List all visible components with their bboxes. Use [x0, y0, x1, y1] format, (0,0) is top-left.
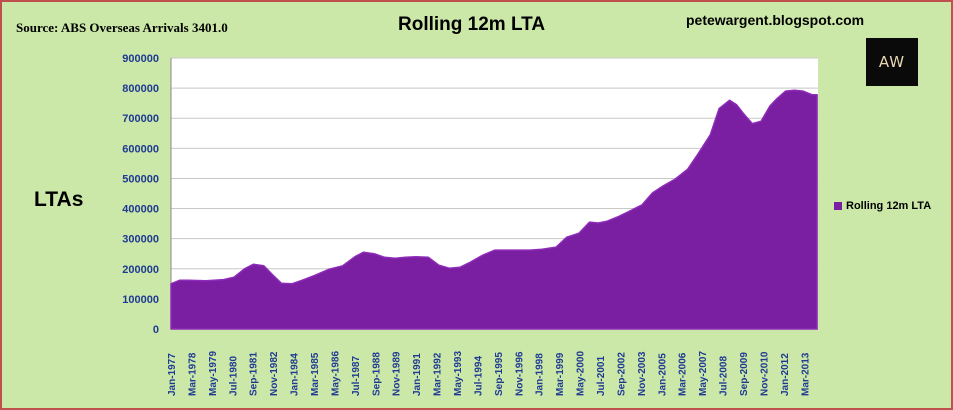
y-tick-label: 0	[153, 324, 159, 336]
chart-title: Rolling 12m LTA	[398, 14, 546, 35]
x-tick-label: Sep-2009	[739, 352, 750, 396]
y-tick-labels: 0 100000 200000 300000 400000 500000 600000 700…	[122, 53, 159, 336]
x-tick-label: Jul-2001	[596, 356, 607, 396]
x-tick-label: Jul-1994	[473, 356, 484, 396]
x-tick-label: Jul-2008	[719, 356, 730, 396]
series-layer	[170, 89, 818, 330]
x-tick-label: Nov-1996	[514, 351, 525, 396]
x-tick-label: May-2000	[576, 351, 587, 396]
x-tick-label: Jan-1984	[290, 353, 301, 396]
x-tick-labels: Jan-1977 Mar-1978 May-1979 Jul-1980 Sep-1981…	[167, 351, 811, 396]
x-tick-label: Sep-1988	[371, 352, 382, 396]
x-tick-label: Mar-1985	[310, 352, 321, 396]
legend: Rolling 12m LTA	[834, 200, 931, 212]
aw-logo: AW	[866, 38, 918, 86]
x-tick-label: Nov-2003	[637, 351, 648, 396]
x-tick-label: Mar-1999	[555, 352, 566, 396]
legend-swatch	[834, 202, 842, 210]
x-tick-label: Nov-2010	[759, 351, 770, 396]
y-tick-label: 400000	[122, 204, 159, 216]
x-tick-label: Mar-1992	[433, 352, 444, 396]
x-tick-label: Sep-1981	[249, 352, 260, 396]
x-tick-label: May-1986	[330, 351, 341, 396]
x-tick-label: Jul-1980	[228, 356, 239, 396]
x-tick-label: May-1979	[208, 351, 219, 396]
blog-url: petewargent.blogspot.com	[686, 12, 865, 28]
x-tick-label: Jan-1991	[412, 353, 423, 396]
y-axis-label: LTAs	[34, 188, 84, 211]
x-tick-label: Nov-1982	[269, 351, 280, 396]
x-tick-label: Sep-1995	[494, 352, 505, 396]
logo-text: AW	[878, 53, 906, 71]
legend-label: Rolling 12m LTA	[846, 200, 932, 212]
x-tick-label: Jan-1998	[535, 353, 546, 396]
x-tick-label: Mar-2006	[678, 352, 689, 396]
x-tick-label: Nov-1989	[392, 351, 403, 396]
x-tick-label: Jan-2012	[780, 353, 791, 396]
x-tick-label: Jan-1977	[167, 353, 178, 396]
x-tick-label: May-2007	[698, 351, 709, 396]
y-tick-label: 900000	[122, 53, 159, 65]
x-tick-label: May-1993	[453, 351, 464, 396]
y-tick-label: 700000	[122, 113, 159, 125]
x-tick-label: Jul-1987	[351, 356, 362, 396]
y-tick-label: 600000	[122, 143, 159, 155]
series-area-rolling-12m-lta	[170, 89, 818, 330]
y-tick-label: 500000	[122, 173, 159, 185]
x-tick-label: Sep-2002	[616, 352, 627, 396]
y-tick-label: 100000	[122, 294, 159, 306]
y-tick-label: 300000	[122, 234, 159, 246]
y-tick-label: 800000	[122, 83, 159, 95]
x-tick-label: Mar-2013	[800, 352, 811, 396]
y-tick-label: 200000	[122, 264, 159, 276]
x-tick-label: Mar-1978	[187, 352, 198, 396]
source-note: Source: ABS Overseas Arrivals 3401.0	[16, 20, 228, 35]
x-tick-label: Jan-2005	[657, 353, 668, 396]
